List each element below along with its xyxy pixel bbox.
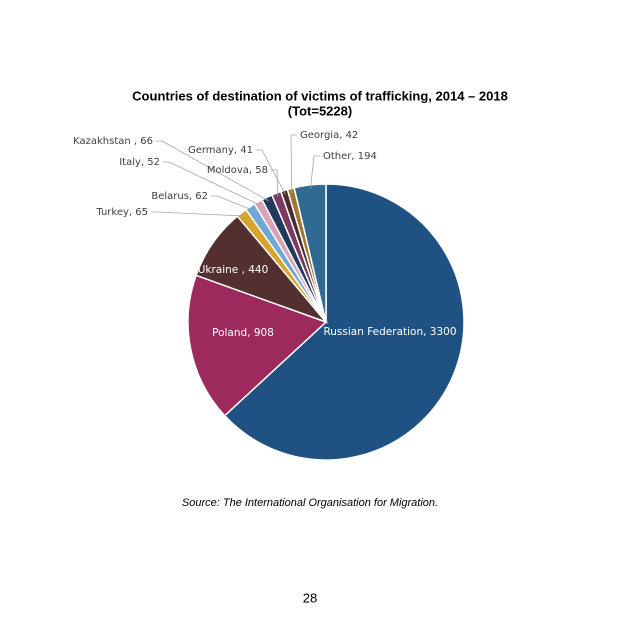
- chart-title: Countries of destination of victims of t…: [132, 88, 508, 103]
- pie: [187, 183, 465, 461]
- leader-line: [310, 155, 320, 189]
- pie-slice: [187, 274, 328, 417]
- chart-subtitle: (Tot=5228): [288, 103, 352, 118]
- page-number: 28: [303, 590, 317, 605]
- slice-label: Other, 194: [323, 151, 377, 162]
- pie-slice: [223, 183, 465, 461]
- slice-label: Russian Federation, 3300: [323, 326, 456, 338]
- leader-line: [211, 195, 253, 211]
- leader-line: [256, 149, 286, 195]
- leader-line: [290, 134, 297, 193]
- slice-label: Germany, 41: [188, 145, 253, 156]
- leader-line: [156, 140, 269, 202]
- slice-label: Belarus, 62: [151, 191, 208, 202]
- leader-line: [271, 169, 279, 197]
- slice-label: Ukraine , 440: [198, 264, 269, 276]
- slice-label: Moldova, 58: [207, 165, 268, 176]
- slice-label: Georgia, 42: [300, 130, 358, 141]
- leader-line: [163, 161, 261, 206]
- pie-slice: [293, 183, 327, 323]
- source: Source: The International Organisation f…: [182, 497, 438, 509]
- slice-label: Turkey, 65: [95, 207, 148, 218]
- leader-line: [151, 211, 245, 217]
- slice-label: Kazakhstan , 66: [73, 136, 153, 147]
- slice-label: Poland, 908: [212, 327, 274, 339]
- slice-label: Italy, 52: [119, 157, 160, 168]
